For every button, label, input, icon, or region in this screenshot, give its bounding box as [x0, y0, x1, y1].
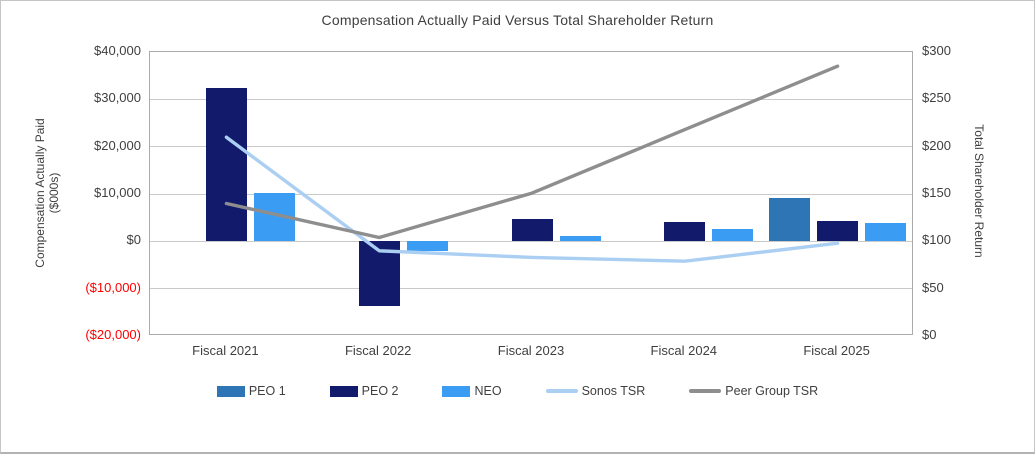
legend-item-peo-2: PEO 2	[329, 384, 399, 398]
x-label-fiscal-2024: Fiscal 2024	[650, 343, 718, 358]
legend: PEO 1 PEO 2 NEO Sonos TSR Peer Group TSR	[1, 384, 1034, 398]
gridline--10000	[150, 288, 912, 290]
legend-swatch-peo-1	[216, 385, 245, 397]
right-axis-title: Total Shareholder Return	[972, 124, 986, 258]
bar-neo-fiscal-2025	[865, 222, 907, 242]
peer-group-tsr-line	[224, 64, 840, 240]
sonos-tsr-line	[224, 135, 840, 263]
gridline-30000	[150, 98, 912, 100]
left-tick-10000: $10,000	[94, 185, 141, 200]
legend-label-neo: NEO	[474, 384, 502, 398]
right-tick-300: $300	[922, 43, 951, 58]
left-tick-30000: $30,000	[94, 90, 141, 106]
legend-swatch-peer-group-tsr	[689, 389, 722, 393]
legend-swatch-neo	[442, 385, 471, 397]
bar-peo-1-fiscal-2025	[769, 197, 811, 242]
plot-area	[149, 51, 913, 335]
bar-peo-2-fiscal-2023	[511, 219, 553, 242]
x-label-fiscal-2025: Fiscal 2025	[803, 343, 870, 358]
legend-label-peer-group-tsr: Peer Group TSR	[725, 384, 819, 398]
chart-title: Compensation Actually Paid Versus Total …	[321, 12, 714, 28]
bar-peo-2-fiscal-2025	[817, 220, 859, 242]
line-layer	[224, 64, 840, 263]
legend-label-sonos-tsr: Sonos TSR	[581, 384, 646, 398]
legend-swatch-peo-2	[329, 385, 358, 397]
legend-label-peo-2: PEO 2	[361, 384, 399, 398]
bar-peo-2-fiscal-2021	[205, 88, 247, 242]
legend-swatch-sonos-tsr	[545, 389, 578, 393]
right-tick-150: $150	[922, 185, 951, 200]
legend-item-peo-1: PEO 1	[216, 384, 286, 398]
left-tick-0: $0	[126, 232, 141, 248]
right-tick-0: $0	[922, 327, 937, 342]
left-tick--20000: ($20,000)	[85, 327, 141, 342]
legend-item-neo: NEO	[442, 384, 502, 398]
gridline-0	[150, 240, 912, 242]
bar-neo-fiscal-2022	[406, 241, 448, 251]
x-label-fiscal-2022: Fiscal 2022	[344, 343, 412, 358]
right-tick-50: $50	[922, 279, 944, 295]
right-tick-200: $200	[922, 137, 951, 153]
bar-peo-2-fiscal-2024	[664, 222, 706, 242]
right-tick-250: $250	[922, 90, 951, 106]
gridline-20000	[150, 146, 912, 148]
x-label-fiscal-2021: Fiscal 2021	[192, 343, 259, 358]
left-tick-20000: $20,000	[94, 137, 141, 153]
left-tick--10000: ($10,000)	[85, 279, 141, 295]
bar-neo-fiscal-2023	[559, 236, 601, 242]
right-tick-100: $100	[922, 232, 951, 248]
legend-item-peer-group-tsr: Peer Group TSR	[689, 384, 818, 398]
legend-item-sonos-tsr: Sonos TSR	[545, 384, 646, 398]
legend-label-peo-1: PEO 1	[248, 384, 286, 398]
bar-neo-fiscal-2024	[712, 228, 754, 242]
x-label-fiscal-2023: Fiscal 2023	[497, 343, 565, 358]
left-tick-40000: $40,000	[94, 43, 141, 58]
